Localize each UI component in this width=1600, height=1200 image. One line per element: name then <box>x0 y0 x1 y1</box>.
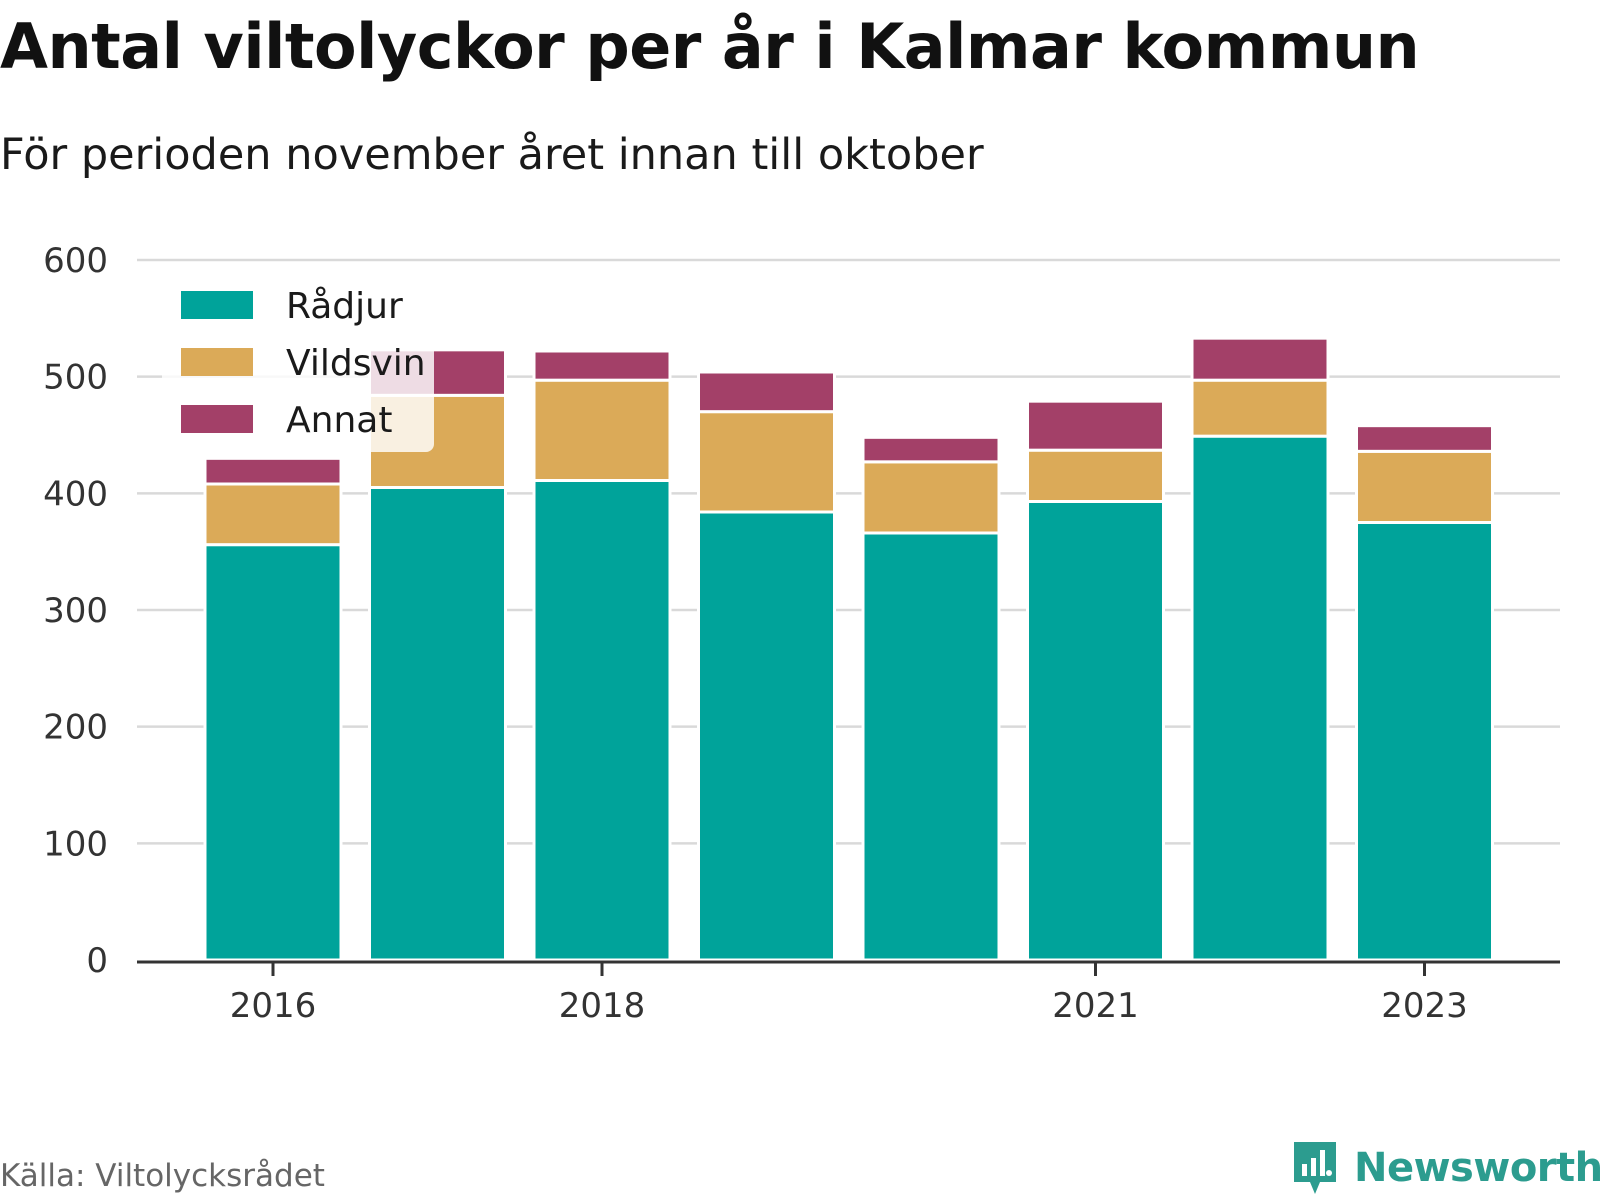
bar-vildsvin-2023 <box>1355 449 1494 524</box>
bar-rdjur-2018 <box>532 479 672 962</box>
bar-annat-2022 <box>1190 336 1330 382</box>
y-tick-label: 0 <box>86 941 108 981</box>
bar-rdjur-2022 <box>1190 434 1330 962</box>
bar-annat-2019 <box>697 370 836 414</box>
source-note: Källa: Viltolycksrådet <box>0 1158 325 1194</box>
bar-rdjur-2020 <box>861 531 1001 962</box>
bar-rdjur-2016 <box>203 543 343 962</box>
x-axis: 2016 2018 2021 2023 <box>137 960 1560 1026</box>
bar-vildsvin-2016 <box>203 482 343 547</box>
legend-swatch-annat <box>181 405 253 433</box>
y-tick-label: 200 <box>43 708 108 748</box>
legend-label: Annat <box>286 400 392 441</box>
y-tick-label: 100 <box>43 824 108 864</box>
x-tick-label: 2016 <box>230 986 317 1026</box>
bar-vildsvin-2021 <box>1026 448 1165 504</box>
x-tick-label: 2018 <box>559 986 646 1026</box>
bars <box>203 336 1494 962</box>
y-tick-label: 300 <box>43 591 108 631</box>
brand-name: Newsworthy <box>1354 1145 1600 1191</box>
x-tick-label: 2021 <box>1052 986 1139 1026</box>
y-axis-ticks: 0 100 200 300 400 500 600 <box>43 241 108 981</box>
bar-rdjur-2017 <box>368 486 507 962</box>
bar-annat-2016 <box>203 456 343 486</box>
bar-annat-2020 <box>861 435 1001 464</box>
stacked-bar-chart: 0 100 200 300 400 500 600 2016 2018 2021 2023 Råd… <box>43 241 1560 1026</box>
bar-annat-2023 <box>1355 424 1494 453</box>
y-tick-label: 600 <box>43 241 108 281</box>
bar-annat-2018 <box>532 349 672 382</box>
legend-swatch-vildsvin <box>181 348 253 376</box>
bar-vildsvin-2019 <box>697 410 836 514</box>
legend-label: Rådjur <box>286 286 403 327</box>
newsworthy-logo-icon <box>1294 1142 1336 1194</box>
bar-vildsvin-2022 <box>1190 378 1330 438</box>
chart-subtitle: För perioden november året innan till ok… <box>0 130 984 180</box>
legend: Rådjur Vildsvin Annat <box>162 262 434 452</box>
brand-logo: Newsworthy <box>1290 1138 1600 1198</box>
legend-swatch-rdjur <box>181 291 253 319</box>
bar-rdjur-2021 <box>1026 500 1165 962</box>
bar-vildsvin-2020 <box>861 460 1001 535</box>
x-tick-label: 2023 <box>1381 986 1468 1026</box>
bar-vildsvin-2018 <box>532 378 672 483</box>
y-tick-label: 500 <box>43 358 108 398</box>
bar-annat-2021 <box>1026 399 1165 452</box>
bar-rdjur-2019 <box>697 510 836 962</box>
chart-title: Antal viltolyckor per år i Kalmar kommun <box>0 10 1420 83</box>
legend-label: Vildsvin <box>286 343 426 384</box>
bar-rdjur-2023 <box>1355 521 1494 962</box>
y-tick-label: 400 <box>43 474 108 514</box>
